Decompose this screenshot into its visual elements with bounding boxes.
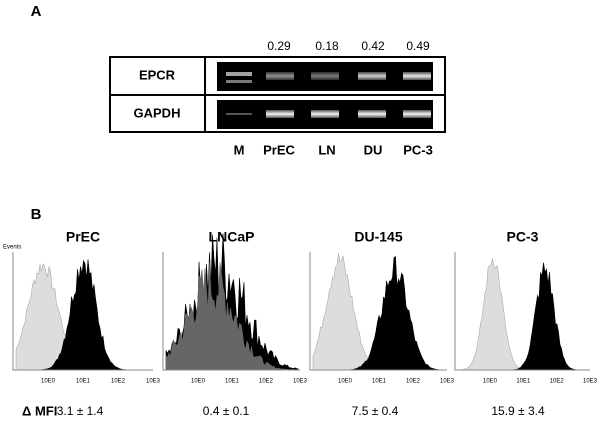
- axes: [454, 252, 590, 371]
- axes: [309, 252, 447, 371]
- band: [311, 110, 339, 118]
- x-tick-label: 10E3: [293, 379, 308, 385]
- x-tick-label: 10E0: [41, 379, 56, 385]
- band: [311, 72, 339, 80]
- x-tick-label: 10E2: [406, 379, 421, 385]
- band: [403, 110, 431, 118]
- histogram-title: PC-3: [507, 229, 539, 245]
- x-tick-label: 10E1: [225, 379, 240, 385]
- histogram-title: PrEC: [66, 229, 100, 245]
- band: [403, 72, 431, 80]
- lane-label: PrEC: [263, 142, 295, 157]
- band: [266, 110, 294, 118]
- histogram-title: LNCaP: [209, 229, 255, 245]
- band: [226, 72, 252, 76]
- band: [226, 80, 252, 83]
- lane-label: LN: [318, 142, 335, 157]
- mfi-value: 7.5 ± 0.4: [352, 404, 399, 418]
- gel-bands: [226, 72, 431, 118]
- y-axis-label: Events: [3, 245, 21, 251]
- band: [266, 72, 294, 80]
- x-tick-label: 10E0: [191, 379, 206, 385]
- lane-label: M: [234, 142, 245, 157]
- x-tick-label: 10E3: [440, 379, 455, 385]
- panel-label: A: [31, 3, 42, 20]
- mfi-value: 15.9 ± 3.4: [491, 404, 545, 418]
- histogram-title: DU-145: [354, 229, 402, 245]
- panel-label: B: [31, 206, 42, 223]
- mfi-value: 3.1 ± 1.4: [57, 404, 104, 418]
- mfi-label: Δ MFI: [22, 403, 57, 418]
- x-tick-label: 10E1: [516, 379, 531, 385]
- x-tick-label: 10E0: [338, 379, 353, 385]
- row-label: GAPDH: [134, 105, 181, 120]
- x-tick-label: 10E0: [483, 379, 498, 385]
- axes: [12, 252, 153, 371]
- mfi-value: 0.4 ± 0.1: [203, 404, 250, 418]
- x-tick-label: 10E1: [76, 379, 91, 385]
- x-tick-label: 10E2: [111, 379, 126, 385]
- x-tick-label: 10E2: [550, 379, 565, 385]
- histogram: [457, 258, 588, 371]
- band: [358, 72, 386, 80]
- histogram: [165, 262, 299, 371]
- x-tick-label: 10E3: [146, 379, 161, 385]
- ratio: 0.42: [361, 39, 385, 53]
- band: [226, 113, 252, 115]
- row-label: EPCR: [139, 67, 176, 82]
- x-tick-label: 10E2: [259, 379, 274, 385]
- band: [358, 110, 386, 118]
- ratio: 0.49: [406, 39, 430, 53]
- ratio: 0.29: [267, 39, 291, 53]
- x-tick-label: 10E1: [372, 379, 387, 385]
- axes: [162, 252, 300, 371]
- ratio: 0.18: [315, 39, 339, 53]
- x-tick-label: 10E3: [583, 379, 598, 385]
- lane-label: PC-3: [403, 142, 433, 157]
- lane-label: DU: [364, 142, 383, 157]
